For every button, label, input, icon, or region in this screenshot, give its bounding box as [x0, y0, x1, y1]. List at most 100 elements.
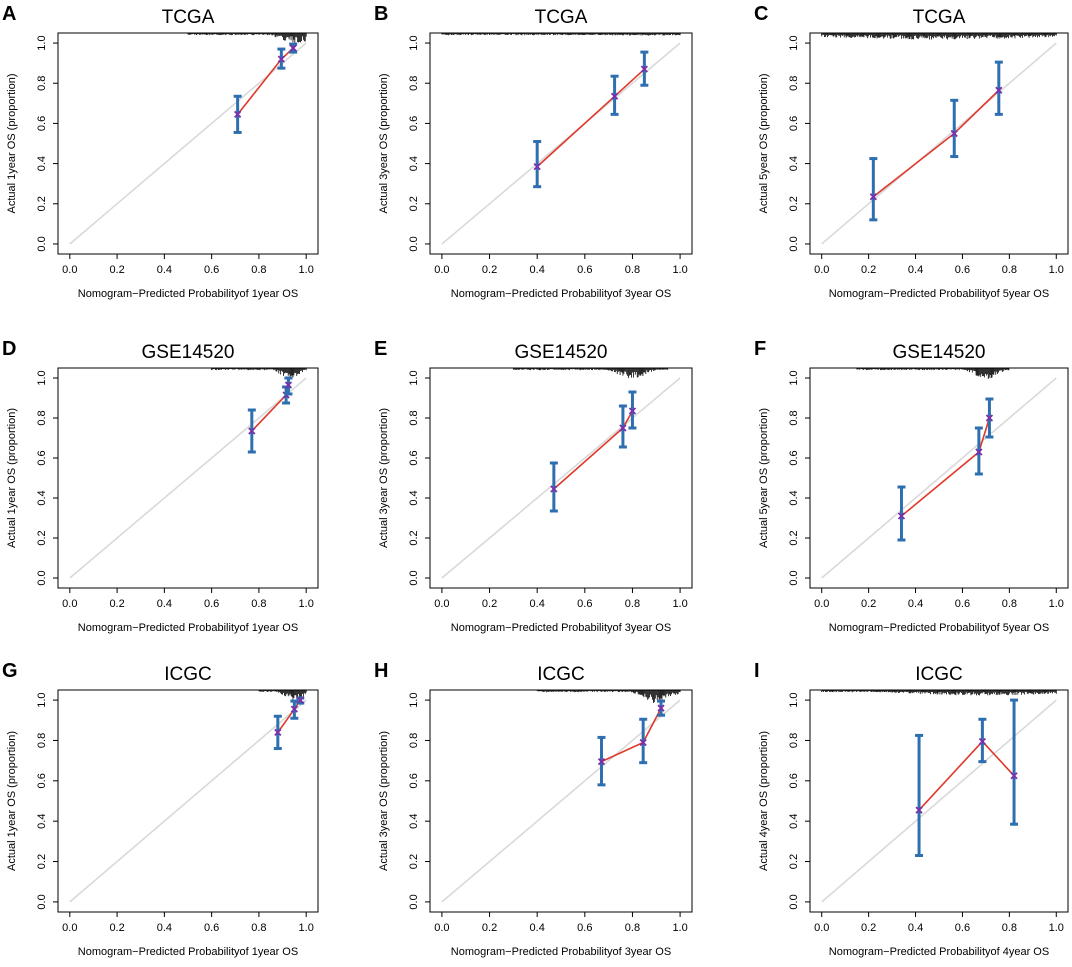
y-tick-label: 0.0: [36, 236, 48, 251]
y-axis-label: Actual 5year OS (proportion): [758, 73, 770, 213]
calibration-curve: [601, 707, 662, 763]
data-point-marker: [657, 704, 665, 712]
y-tick-label: 0.6: [408, 450, 420, 465]
y-tick-label: 0.8: [788, 76, 800, 91]
x-tick-label: 0.6: [204, 922, 219, 934]
y-tick-label: 0.6: [36, 116, 48, 131]
y-tick-label: 0.8: [408, 76, 420, 91]
data-point-marker: [610, 92, 619, 100]
y-tick-label: 0.8: [408, 410, 420, 425]
x-tick-label: 1.0: [1049, 264, 1064, 276]
x-tick-label: 0.4: [530, 264, 545, 276]
x-tick-label: 0.2: [482, 598, 497, 610]
y-axis-label: Actual 1year OS (proportion): [6, 408, 18, 548]
y-tick-label: 0.0: [36, 570, 48, 585]
x-axis-label: Nomogram−Predicted Probabilityof 3year O…: [451, 946, 671, 958]
x-tick-label: 0.4: [157, 264, 172, 276]
x-tick-label: 0.6: [955, 264, 970, 276]
x-tick-label: 0.6: [955, 922, 970, 934]
y-tick-label: 0.0: [36, 894, 48, 909]
x-tick-label: 0.8: [625, 922, 640, 934]
x-tick-label: 1.0: [672, 264, 687, 276]
y-tick-label: 0.2: [36, 196, 48, 211]
y-tick-label: 0.4: [408, 490, 420, 505]
panel-label: B: [374, 3, 388, 25]
y-axis-label: Actual 5year OS (proportion): [758, 408, 770, 548]
panel-label: C: [754, 3, 768, 25]
x-tick-label: 1.0: [672, 598, 687, 610]
y-tick-label: 0.6: [408, 773, 420, 788]
x-axis-label: Nomogram−Predicted Probabilityof 5year O…: [829, 622, 1049, 634]
y-tick-label: 0.4: [36, 814, 48, 829]
data-point-marker: [277, 55, 286, 63]
y-tick-label: 0.2: [36, 530, 48, 545]
calibration-panel-c: C TCGA 0.0 0.2 0.4 0.6 0.8 1.0 0.0 0.2 0.4 0.6 0.8 1.…: [754, 3, 1069, 300]
x-tick-label: 0.8: [1002, 598, 1017, 610]
prediction-rug: [258, 690, 307, 701]
prediction-rug: [512, 368, 669, 379]
x-tick-label: 0.2: [109, 922, 124, 934]
x-axis-label: Nomogram−Predicted Probabilityof 5year O…: [829, 288, 1049, 300]
data-point-marker: [628, 407, 637, 415]
x-tick-label: 0.8: [1002, 264, 1017, 276]
y-axis-label: Actual 1year OS (proportion): [6, 73, 18, 213]
x-tick-label: 0.6: [577, 922, 592, 934]
panel-label: E: [374, 338, 387, 360]
y-tick-label: 0.0: [788, 894, 800, 909]
y-axis-label: Actual 3year OS (proportion): [378, 408, 390, 548]
y-tick-label: 1.0: [36, 370, 48, 385]
x-tick-label: 0.8: [251, 264, 266, 276]
data-point-marker: [639, 738, 647, 747]
x-tick-label: 0.2: [109, 598, 124, 610]
x-tick-label: 0.8: [251, 598, 266, 610]
panel-label: D: [2, 338, 16, 360]
panel-title: TCGA: [913, 7, 966, 28]
x-tick-label: 0.0: [62, 598, 77, 610]
calibration-curve: [237, 47, 294, 115]
x-tick-label: 0.4: [157, 922, 172, 934]
y-tick-label: 1.0: [788, 35, 800, 50]
x-tick-label: 0.8: [625, 264, 640, 276]
calibration-panel-g: G ICGC 0.0 0.2 0.4 0.6 0.8 1.0 0.0 0.2 0.4 0.6 0.8 1.…: [2, 660, 319, 958]
calibration-panel-f: F GSE14520 0.0 0.2 0.4 0.6 0.8 1.0 0.0 0.2 0.4 0.6 0…: [754, 338, 1069, 634]
y-tick-label: 0.6: [788, 116, 800, 131]
panel-title: GSE14520: [142, 342, 235, 363]
plot-frame: [429, 367, 693, 589]
x-tick-label: 0.2: [861, 598, 876, 610]
y-axis-label: Actual 1year OS (proportion): [6, 731, 18, 871]
x-tick-label: 0.0: [62, 264, 77, 276]
x-tick-label: 0.6: [204, 598, 219, 610]
x-tick-label: 1.0: [1049, 598, 1064, 610]
calibration-curve: [918, 740, 1015, 811]
ideal-diagonal-line: [441, 42, 681, 245]
data-point-marker: [274, 728, 282, 737]
y-axis-label: Actual 3year OS (proportion): [378, 731, 390, 871]
y-tick-label: 0.2: [36, 854, 48, 869]
x-tick-label: 0.0: [434, 922, 449, 934]
panel-label: G: [2, 660, 18, 682]
data-point-marker: [550, 485, 558, 493]
plot-frame: [809, 689, 1069, 913]
panel-label: H: [374, 660, 388, 682]
panel-title: ICGC: [164, 664, 212, 685]
y-tick-label: 1.0: [788, 370, 800, 385]
x-tick-label: 0.4: [530, 922, 545, 934]
calibration-panel-e: E GSE14520 0.0 0.2 0.4 0.6 0.8 1.0 0.0 0.2 0.4 0.6 0…: [374, 338, 693, 634]
x-axis-label: Nomogram−Predicted Probabilityof 1year O…: [78, 946, 298, 958]
data-point-marker: [248, 427, 256, 435]
panel-label: I: [754, 660, 760, 682]
data-point-marker: [869, 193, 877, 201]
y-tick-label: 0.2: [408, 530, 420, 545]
x-axis-label: Nomogram−Predicted Probabilityof 3year O…: [451, 288, 671, 300]
y-tick-label: 0.2: [788, 854, 800, 869]
y-tick-label: 0.2: [408, 854, 420, 869]
x-axis-label: Nomogram−Predicted Probabilityof 1year O…: [78, 622, 298, 634]
data-point-marker: [289, 44, 297, 52]
ideal-diagonal-line: [441, 699, 681, 903]
calibration-panel-i: I ICGC 0.0 0.2 0.4 0.6 0.8 1.0 0.0 0.2 0.4 0.6 0.8 1.…: [754, 660, 1069, 958]
x-tick-label: 0.4: [908, 598, 923, 610]
panel-label: A: [2, 3, 16, 25]
x-tick-label: 0.4: [530, 598, 545, 610]
panel-title: TCGA: [535, 7, 588, 28]
y-tick-label: 0.8: [36, 733, 48, 748]
